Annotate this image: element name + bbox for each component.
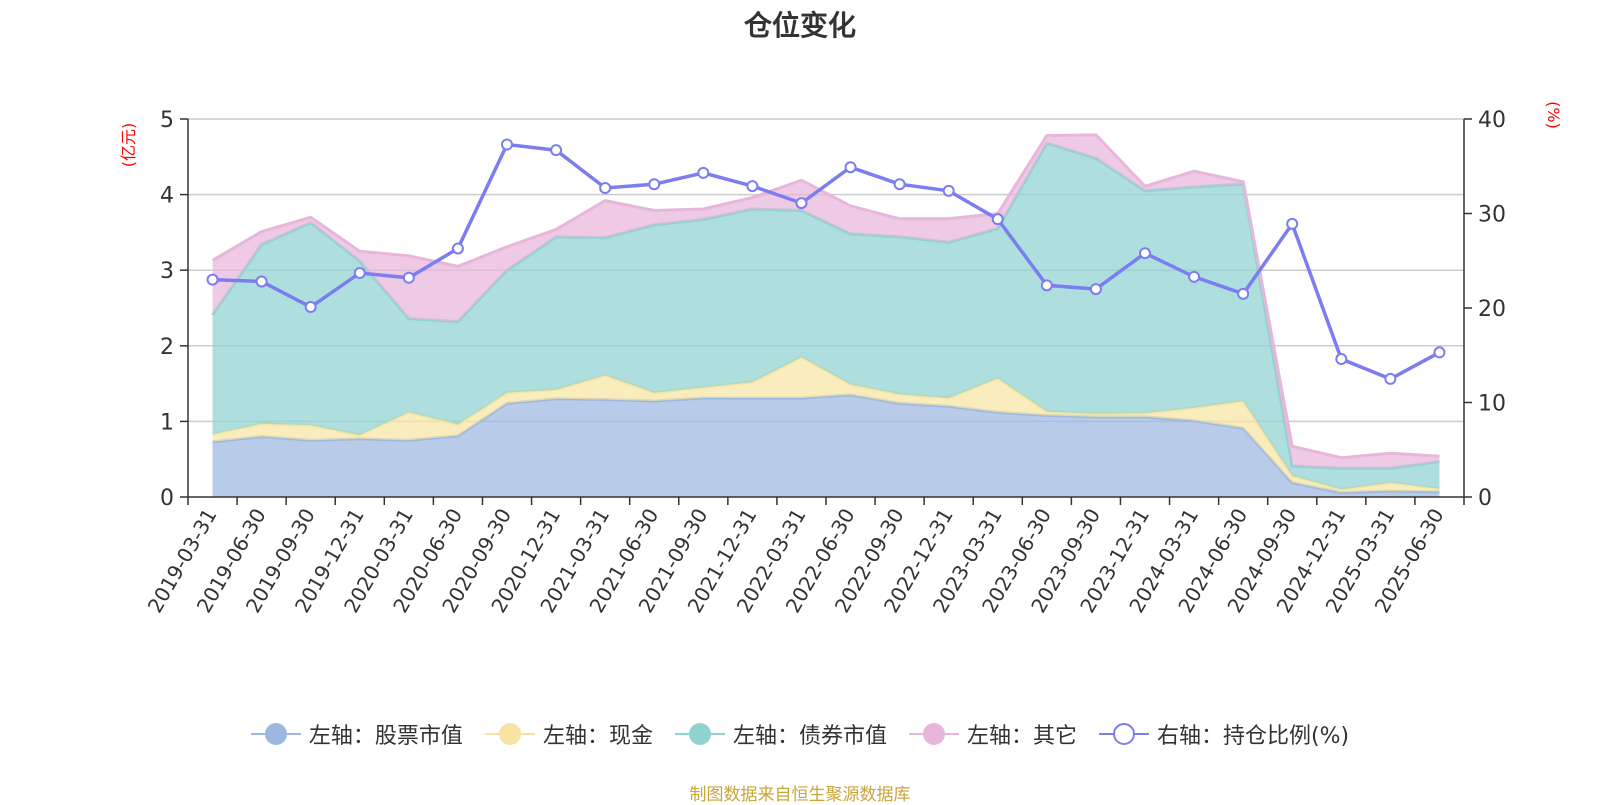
area-fill xyxy=(212,143,1440,490)
left-axis-tick-label: 1 xyxy=(160,410,174,435)
right-axis-tick-label: 30 xyxy=(1478,203,1506,228)
legend-item[interactable]: 右轴：持仓比例(%) xyxy=(1098,718,1350,750)
ratio-line-series xyxy=(206,138,1446,385)
legend-label: 左轴：现金 xyxy=(542,724,653,749)
ratio-point xyxy=(697,166,710,179)
ratio-point xyxy=(451,242,464,255)
ratio-point xyxy=(501,138,513,151)
area-fill xyxy=(212,134,1440,469)
ratio-point xyxy=(1384,372,1397,385)
ratio-point xyxy=(1139,247,1151,260)
legend-marker-icon xyxy=(908,722,959,746)
ratio-point xyxy=(795,197,808,210)
legend-item[interactable]: 左轴：其它 xyxy=(908,718,1077,750)
left-axis-unit-label: (亿元) xyxy=(119,123,138,168)
legend-label: 左轴：股票市值 xyxy=(308,724,463,749)
ratio-point xyxy=(1089,283,1102,296)
ratio-point xyxy=(550,144,563,157)
left-axis-tick-label: 3 xyxy=(160,259,174,284)
ratio-point xyxy=(1188,270,1201,283)
ratio-point xyxy=(991,213,1004,226)
ratio-line xyxy=(212,142,1441,381)
area-series xyxy=(211,133,1440,497)
chart-title: 仓位变化 xyxy=(743,9,856,42)
right-axis-tick-label: 10 xyxy=(1478,392,1506,417)
source-note: 制图数据来自恒生聚源数据库 xyxy=(689,785,911,805)
ratio-point xyxy=(304,301,317,314)
ratio-point xyxy=(1433,346,1446,359)
ratio-point xyxy=(1335,353,1348,366)
ratio-point xyxy=(206,273,219,286)
ratio-point xyxy=(1286,217,1299,230)
ratio-point xyxy=(255,275,268,288)
legend-marker-icon xyxy=(484,722,535,746)
area-fill xyxy=(212,394,1440,497)
left-axis-tick-label: 4 xyxy=(160,184,174,209)
legend-item[interactable]: 左轴：股票市值 xyxy=(250,718,463,750)
legend-label: 右轴：持仓比例(%) xyxy=(1156,724,1350,749)
right-axis-unit-label: (%) xyxy=(1544,101,1563,129)
legend: 左轴：股票市值 左轴：现金 左轴：债券市值 左轴：其它 右轴：持仓比例(%) xyxy=(0,718,1600,750)
legend-marker-icon xyxy=(674,722,725,746)
ratio-point xyxy=(599,181,612,194)
right-axis-tick-label: 40 xyxy=(1478,108,1506,133)
ratio-point xyxy=(402,271,415,284)
ratio-point xyxy=(746,180,759,193)
legend-label: 左轴：债券市值 xyxy=(732,724,887,749)
legend-marker-icon xyxy=(250,722,301,746)
left-axis-tick-label: 5 xyxy=(160,108,174,133)
ratio-point xyxy=(353,267,366,280)
right-axis-tick-label: 0 xyxy=(1478,486,1492,511)
legend-item[interactable]: 左轴：债券市值 xyxy=(674,718,887,750)
left-axis-tick-label: 2 xyxy=(160,335,174,360)
ratio-point xyxy=(1237,287,1250,300)
legend-marker-icon xyxy=(1098,722,1149,746)
ratio-point xyxy=(893,178,906,191)
left-axis-tick-label: 0 xyxy=(160,486,174,511)
ratio-point xyxy=(648,178,661,191)
ratio-point xyxy=(844,161,857,174)
legend-item[interactable]: 左轴：现金 xyxy=(484,718,653,750)
area-edge-line xyxy=(211,133,1440,460)
legend-label: 左轴：其它 xyxy=(966,724,1077,749)
ratio-point xyxy=(1040,279,1053,292)
right-axis-tick-label: 20 xyxy=(1478,297,1506,322)
ratio-point xyxy=(942,184,955,197)
